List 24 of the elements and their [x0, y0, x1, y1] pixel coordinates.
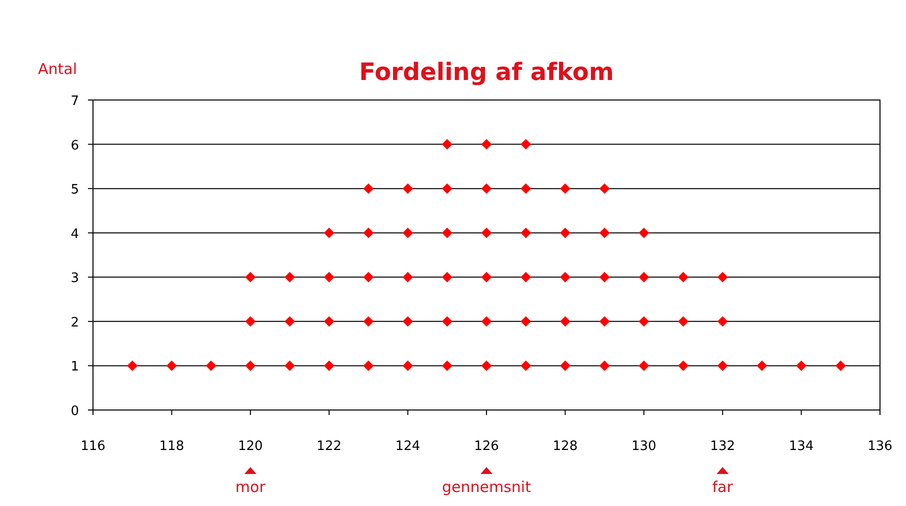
x-tick-label: 122 [316, 439, 342, 454]
x-tick-label: 128 [552, 439, 578, 454]
y-axis-title: Antal [38, 60, 78, 78]
text: gennemsnit [442, 478, 532, 496]
text: mor [235, 478, 266, 496]
x-tick-label: 120 [238, 439, 263, 454]
y-tick-label: 3 [70, 271, 79, 286]
x-tick-label: 134 [788, 439, 814, 454]
x-tick-label: 118 [159, 439, 184, 454]
x-tick-label: 116 [80, 439, 106, 454]
y-tick-label: 1 [70, 360, 79, 375]
x-tick-label: 124 [395, 439, 420, 454]
y-tick-label: 4 [70, 226, 79, 242]
x-tick-label: 126 [474, 439, 499, 454]
x-tick-label: 132 [710, 439, 736, 454]
chart-title: Fordeling af afkom [359, 58, 614, 86]
y-tick-label: 0 [70, 404, 79, 419]
text: far [712, 478, 734, 496]
x-tick-label: 136 [868, 439, 892, 454]
y-tick-label: 5 [70, 182, 79, 198]
y-tick-label: 6 [70, 138, 79, 154]
y-tick-label: 7 [70, 94, 79, 109]
x-tick-label: 130 [631, 439, 656, 454]
y-tick-label: 2 [70, 315, 79, 330]
